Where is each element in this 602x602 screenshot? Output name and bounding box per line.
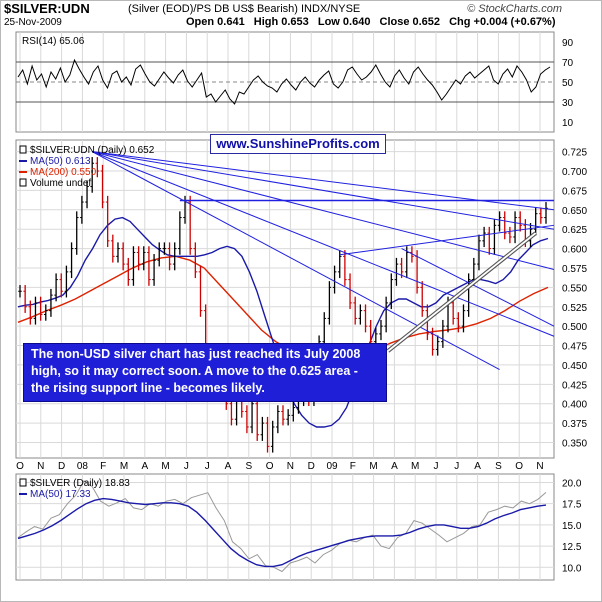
x-tick-label-17: M (369, 461, 377, 472)
x-tick-label-4: F (100, 461, 106, 472)
x-tick-label-25: N (536, 461, 543, 472)
x-tick-label-6: A (141, 461, 148, 472)
change-value: Chg +0.004 (+0.67%) (449, 16, 556, 28)
price-y-tick-14: 0.375 (562, 419, 587, 430)
legend-swatch-3 (19, 178, 27, 187)
price-y-tick-8: 0.525 (562, 303, 587, 314)
price-legend-entry-1: MA(50) 0.613 (30, 156, 91, 167)
x-tick-label-19: M (411, 461, 419, 472)
silver-price-line (17, 480, 547, 573)
x-tick-label-9: J (205, 461, 210, 472)
legend-swatch-0 (19, 145, 27, 154)
x-tick-label-18: A (391, 461, 398, 472)
x-tick-label-12: O (266, 461, 274, 472)
descending-trendline (401, 248, 555, 327)
silver-y-tick-2: 15.0 (562, 521, 582, 532)
silver-legend-entry-1: MA(50) 17.33 (30, 489, 91, 500)
price-y-tick-15: 0.350 (562, 438, 587, 449)
fan-trendline-3 (92, 151, 555, 337)
rsi-y-tick-2: 50 (562, 78, 574, 89)
x-tick-label-15: 09 (326, 461, 338, 472)
rsi-line (17, 58, 551, 105)
x-tick-label-14: D (308, 461, 315, 472)
silver-legend-swatch-0 (19, 478, 27, 487)
x-tick-label-22: A (474, 461, 481, 472)
low-value: Low 0.640 (317, 16, 371, 28)
price-panel (15, 139, 555, 459)
upper-trendline (339, 224, 555, 256)
price-y-tick-9: 0.500 (562, 322, 587, 333)
silver-panel (15, 473, 555, 581)
silver-legend-entry-0: $SILVER (Daily) 18.83 (30, 478, 130, 489)
x-tick-label-21: J (454, 461, 459, 472)
price-y-tick-13: 0.400 (562, 400, 587, 411)
x-tick-label-0: O (16, 461, 24, 472)
x-tick-label-23: S (495, 461, 502, 472)
price-y-tick-0: 0.725 (562, 148, 587, 159)
chart-subtitle: (Silver (EOD)/PS DB US$ Bearish) INDX/NY… (128, 3, 361, 15)
fan-trendline-2 (92, 151, 555, 271)
brand-label: © StockCharts.com (467, 3, 562, 15)
x-tick-label-20: J (434, 461, 439, 472)
chart-symbol-title: $SILVER:UDN (4, 1, 90, 16)
date-label: 25-Nov-2009 (4, 17, 62, 28)
close-value: Close 0.652 (379, 16, 441, 28)
price-y-tick-12: 0.425 (562, 380, 587, 391)
rsi-title-label: RSI(14) 65.06 (22, 36, 85, 47)
x-tick-label-10: A (225, 461, 232, 472)
analysis-annotation: The non-USD silver chart has just reache… (23, 343, 387, 402)
silver-y-tick-3: 12.5 (562, 542, 582, 553)
x-tick-label-8: J (184, 461, 189, 472)
fan-trendline-4 (91, 151, 500, 371)
x-tick-label-16: F (350, 461, 356, 472)
ohlc-readout: Open 0.641 High 0.653 Low 0.640 Close 0.… (186, 16, 562, 28)
x-tick-label-5: M (120, 461, 128, 472)
x-tick-label-2: D (58, 461, 65, 472)
price-y-tick-2: 0.675 (562, 186, 587, 197)
price-y-tick-10: 0.475 (562, 342, 587, 353)
marks-layer (17, 58, 555, 573)
price-y-tick-1: 0.700 (562, 167, 587, 178)
price-legend-entry-2: MA(200) 0.550 (30, 167, 97, 178)
rsi-y-tick-0: 90 (562, 38, 574, 49)
text-layer: O N D 08 F M A M J J A S O N D 09 F M A M J J A S O N 90 70 50 30 10 0.… (16, 36, 587, 574)
price-y-tick-4: 0.625 (562, 225, 587, 236)
fan-trendline-1 (92, 151, 555, 230)
silver-y-tick-0: 20.0 (562, 478, 582, 489)
price-legend-entry-0: $SILVER:UDN (Daily) 0.652 (30, 145, 155, 156)
rsi-y-tick-3: 30 (562, 98, 574, 109)
price-y-tick-3: 0.650 (562, 206, 587, 217)
support-line-inner (387, 232, 537, 352)
rsi-y-tick-4: 10 (562, 118, 574, 129)
silver-ma50-line (17, 497, 547, 568)
x-tick-label-1: N (37, 461, 44, 472)
price-y-tick-11: 0.450 (562, 361, 587, 372)
open-value: Open 0.641 (186, 16, 245, 28)
price-y-tick-5: 0.600 (562, 245, 587, 256)
x-tick-label-3: 08 (77, 461, 89, 472)
rsi-y-tick-1: 70 (562, 58, 574, 69)
x-tick-label-13: N (287, 461, 294, 472)
x-tick-label-7: M (161, 461, 169, 472)
high-value: High 0.653 (253, 16, 309, 28)
silver-y-tick-4: 10.0 (562, 563, 582, 574)
x-tick-label-24: O (515, 461, 523, 472)
price-legend-entry-3: Volume undef (30, 178, 91, 189)
silver-y-tick-1: 17.5 (562, 500, 582, 511)
x-tick-label-11: S (245, 461, 252, 472)
price-y-tick-7: 0.550 (562, 283, 587, 294)
watermark-label: www.SunshineProfits.com (210, 134, 386, 154)
price-y-tick-6: 0.575 (562, 264, 587, 275)
